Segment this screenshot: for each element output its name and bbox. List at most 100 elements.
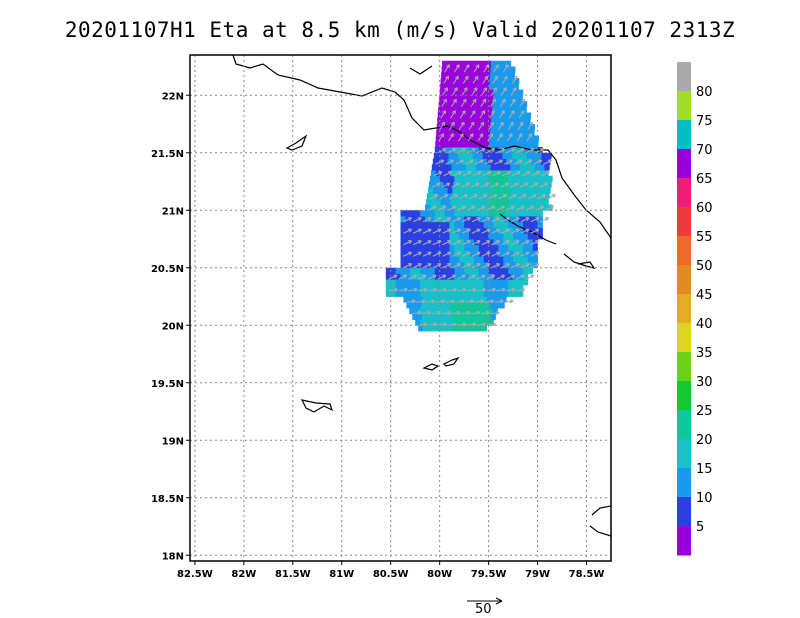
- wind-vector: [509, 98, 516, 108]
- wind-vector-head: [417, 310, 422, 315]
- wind-vector: [501, 75, 508, 85]
- field-cell: [454, 290, 460, 297]
- wind-vector: [506, 133, 513, 142]
- field-cell: [450, 129, 457, 136]
- wind-vector: [491, 217, 500, 223]
- field-cell: [540, 187, 546, 194]
- field-cell: [526, 181, 533, 188]
- field-cell: [441, 129, 447, 136]
- wind-vector: [476, 148, 486, 154]
- field-cell: [498, 267, 504, 274]
- field-cell: [405, 221, 411, 228]
- wind-vector: [442, 240, 451, 246]
- field-cell: [529, 129, 535, 136]
- field-cell: [434, 233, 441, 240]
- colorbar-segment: [677, 149, 691, 179]
- wind-vector-head: [518, 159, 523, 164]
- field-cell: [513, 210, 519, 217]
- field-cell: [494, 141, 500, 148]
- wind-vector: [403, 228, 412, 234]
- wind-vector-head: [433, 322, 438, 327]
- wind-vector: [466, 148, 476, 154]
- wind-vector: [489, 110, 495, 119]
- colorbar-segment: [677, 410, 691, 440]
- wind-vector-head: [447, 263, 452, 268]
- wind-vector-head: [546, 171, 551, 176]
- field-cell: [444, 95, 450, 102]
- field-cell: [390, 279, 397, 286]
- coastline-cuba-west-top: [409, 65, 433, 75]
- wind-vector-head: [508, 159, 513, 164]
- field-cell: [493, 175, 499, 182]
- field-cell: [494, 135, 500, 142]
- field-cell: [526, 152, 533, 159]
- wind-vector-head: [422, 274, 427, 279]
- field-cell: [435, 302, 442, 309]
- wind-vector-head: [535, 228, 540, 233]
- field-cell: [503, 204, 509, 211]
- wind-vector: [422, 217, 432, 223]
- wind-vector: [432, 228, 442, 234]
- wind-vector: [464, 159, 474, 165]
- field-cell: [485, 72, 491, 79]
- field-cell: [495, 164, 501, 171]
- field-cell: [504, 198, 510, 205]
- field-cell: [503, 273, 509, 280]
- wind-vector-head: [408, 228, 412, 233]
- field-cell: [456, 124, 462, 131]
- wind-vector: [517, 194, 527, 200]
- wind-vector: [500, 182, 509, 188]
- field-cell: [424, 285, 431, 292]
- field-cell: [449, 244, 455, 251]
- colorbar-label: 80: [696, 85, 713, 100]
- field-cell: [450, 78, 456, 85]
- wind-vector-head: [520, 274, 525, 279]
- field-cell: [520, 112, 527, 119]
- wind-vector-head: [443, 98, 448, 103]
- wind-vector: [474, 159, 484, 165]
- field-cell: [540, 158, 546, 165]
- field-cell: [464, 221, 470, 228]
- wind-vector-head: [423, 287, 428, 292]
- wind-vector: [418, 288, 428, 292]
- field-cell: [471, 158, 478, 165]
- field-cell: [488, 244, 494, 251]
- field-cell: [485, 129, 491, 136]
- field-cell: [523, 198, 530, 205]
- field-cell: [418, 325, 424, 332]
- wind-vector-head: [548, 159, 552, 164]
- field-cell: [415, 210, 421, 217]
- field-cell: [469, 216, 475, 223]
- field-cell: [520, 187, 527, 194]
- field-cell: [499, 129, 506, 136]
- x-tick-label: 82W: [231, 569, 256, 580]
- wind-vector-head: [502, 87, 507, 92]
- field-cell: [454, 256, 460, 263]
- field-cell: [503, 267, 509, 274]
- field-cell: [467, 325, 473, 332]
- field-cell: [497, 95, 504, 102]
- wind-vector-head: [509, 121, 514, 126]
- field-cell: [508, 221, 514, 228]
- field-cell: [438, 101, 444, 108]
- field-cell: [494, 302, 500, 309]
- field-cell: [478, 290, 485, 297]
- field-cell: [469, 250, 475, 257]
- colorbar-segment: [677, 323, 691, 353]
- field-cell: [390, 290, 397, 297]
- wind-vector-head: [474, 75, 479, 80]
- field-cell: [439, 216, 445, 223]
- field-cell: [410, 233, 416, 240]
- wind-vector: [427, 288, 437, 292]
- wind-vector: [501, 217, 510, 223]
- field-cell: [473, 175, 480, 182]
- colorbar-segment: [677, 468, 691, 498]
- wind-vector: [461, 263, 471, 269]
- field-cell: [488, 239, 494, 246]
- wind-vector-head: [495, 64, 499, 69]
- wind-vector: [496, 274, 505, 280]
- colorbar-segment: [677, 526, 691, 556]
- field-cell: [475, 129, 481, 136]
- field-cell: [447, 187, 453, 194]
- wind-vector-head: [505, 251, 510, 256]
